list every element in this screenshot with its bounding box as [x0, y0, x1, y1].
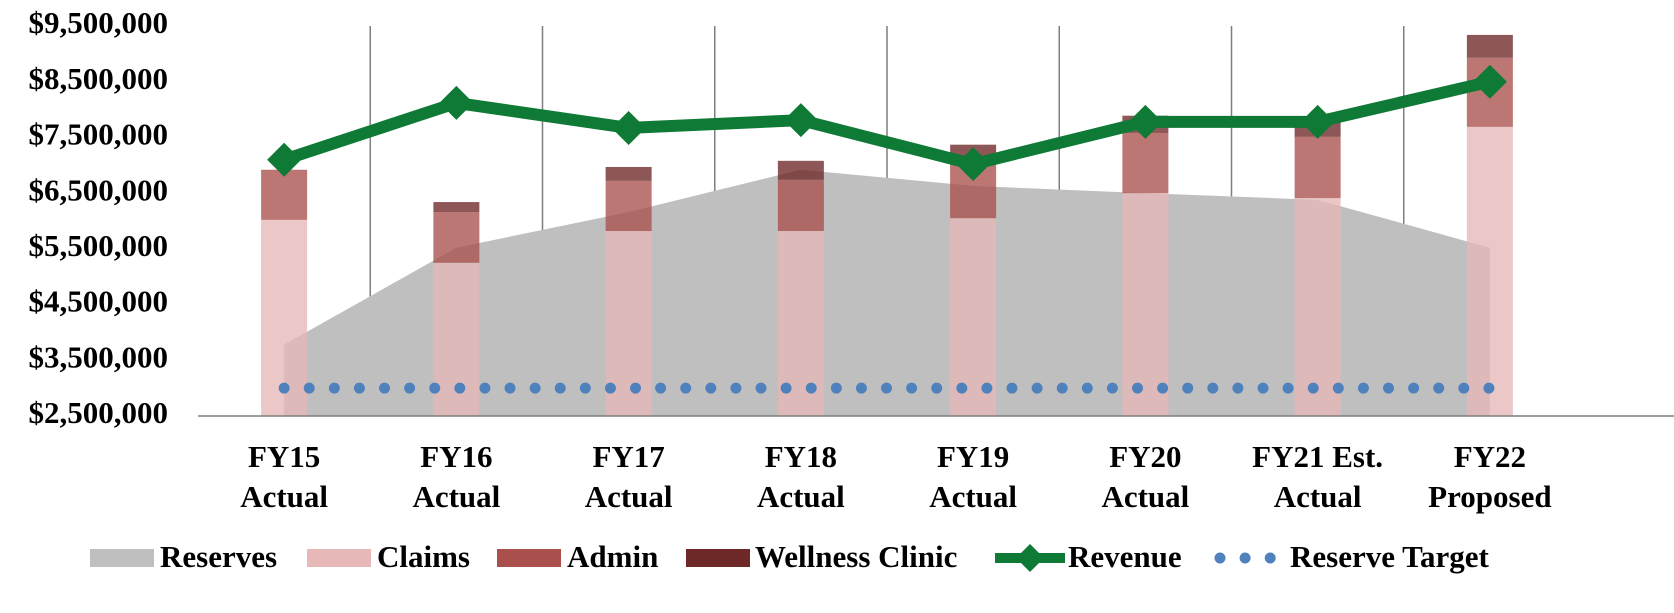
bar — [1466, 34, 1513, 58]
legend-swatch — [497, 549, 561, 567]
y-tick-label: $6,500,000 — [29, 172, 169, 207]
x-tick-label: FY21 Est. Actual — [1252, 439, 1383, 514]
legend-swatch — [90, 549, 154, 567]
legend-label: Reserves — [160, 539, 277, 574]
y-tick-label: $8,500,000 — [29, 61, 169, 96]
area — [284, 169, 1490, 416]
bar — [1466, 126, 1513, 416]
legend-swatch — [1016, 544, 1044, 572]
bar — [777, 160, 824, 180]
y-tick-label: $4,500,000 — [29, 284, 169, 319]
bar — [777, 179, 824, 232]
y-tick-label: $9,500,000 — [29, 5, 169, 40]
marker — [783, 103, 818, 138]
legend-swatch — [307, 549, 371, 567]
line — [282, 75, 1492, 171]
y-tick-label: $5,500,000 — [29, 228, 169, 263]
marker — [267, 142, 302, 177]
bar — [433, 202, 480, 213]
marker — [1128, 104, 1163, 139]
bar — [605, 166, 652, 181]
bar — [261, 169, 308, 220]
x-tick-label: FY19 Actual — [929, 439, 1017, 514]
legend-label: Admin — [567, 539, 658, 574]
bar — [433, 262, 480, 416]
y-tick-label: $2,500,000 — [29, 395, 169, 430]
bar — [605, 180, 652, 232]
x-tick-label: FY20 Actual — [1101, 439, 1189, 514]
x-tick-label: FY17 Actual — [585, 439, 673, 514]
bar — [1122, 193, 1169, 416]
y-tick-label: $3,500,000 — [29, 339, 169, 374]
x-tick-label: FY16 Actual — [412, 439, 500, 514]
marker — [1300, 104, 1335, 139]
y-tick-label: $7,500,000 — [29, 117, 169, 152]
legend-label: Reserve Target — [1290, 539, 1490, 574]
marker — [1472, 64, 1507, 99]
bar — [1122, 132, 1169, 194]
x-tick-label: FY22 Proposed — [1428, 439, 1551, 514]
bar — [433, 212, 480, 263]
x-tick-label: FY15 Actual — [240, 439, 328, 514]
legend-label: Revenue — [1068, 539, 1182, 574]
legend-swatch — [686, 549, 750, 567]
bar — [1294, 198, 1341, 416]
legend-label: Claims — [377, 539, 470, 574]
legend-label: Wellness Clinic — [755, 539, 957, 574]
bar — [1294, 136, 1341, 199]
marker — [611, 110, 646, 145]
x-tick-label: FY18 Actual — [757, 439, 845, 514]
marker — [956, 147, 991, 182]
marker — [439, 85, 474, 120]
